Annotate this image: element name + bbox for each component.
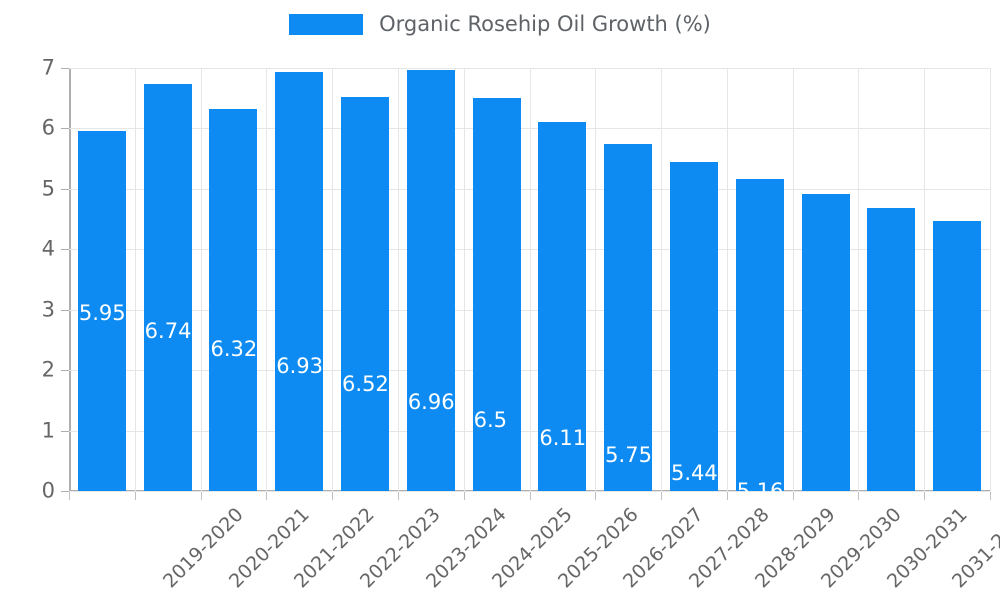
legend-label-organic-rosehip-oil-growth: Organic Rosehip Oil Growth (%) [379, 12, 711, 36]
bar-value-label: 6.74 [144, 318, 192, 343]
bar[interactable] [77, 131, 126, 491]
x-axis-tick-mark [69, 492, 70, 500]
bar[interactable] [933, 220, 982, 491]
gridline-vertical [661, 68, 663, 491]
y-axis-tick-label: 1 [41, 418, 55, 443]
bar-value-label: 5.44 [670, 461, 718, 486]
x-axis-tick-mark [595, 492, 597, 500]
gridline-vertical [397, 68, 399, 491]
bar[interactable] [604, 143, 653, 491]
bar-value-label: 6.52 [342, 372, 389, 397]
bar-value-label: 5.95 [78, 301, 126, 325]
y-axis-tick-label: 5 [41, 176, 55, 201]
bar[interactable] [341, 97, 390, 491]
x-axis-tick-mark [397, 492, 399, 500]
x-axis-tick-mark [990, 492, 991, 500]
x-axis-tick-mark [463, 492, 465, 500]
gridline-vertical [266, 68, 268, 491]
chart-legend: Organic Rosehip Oil Growth (%) [0, 14, 1000, 35]
y-axis-tick-label: 2 [41, 357, 55, 382]
y-axis-line [69, 68, 71, 492]
y-axis-tick-labels: 0 1 2 3 4 5 6 7 [0, 0, 55, 600]
x-axis-tick-mark [134, 492, 136, 500]
bar[interactable] [867, 208, 916, 491]
legend-swatch-organic-rosehip-oil-growth [289, 14, 364, 35]
gridline-vertical [726, 68, 728, 491]
x-axis-tick-mark [266, 492, 268, 500]
y-axis-tick-label: 7 [41, 55, 55, 80]
bar-value-label: 6.11 [539, 425, 587, 450]
y-axis-tick-label: 3 [41, 297, 55, 322]
gridline-vertical [792, 68, 794, 491]
gridline-vertical [332, 68, 334, 491]
gridline-vertical [858, 68, 860, 491]
bar-value-label: 5.16 [736, 479, 784, 503]
bar-value-label: 6.5 [473, 407, 507, 432]
y-axis-tick-mark [61, 68, 69, 69]
bar[interactable] [406, 70, 455, 491]
bar[interactable] [472, 98, 521, 491]
bar-value-label: 4.91 [802, 496, 850, 521]
bar[interactable] [275, 72, 324, 491]
gridline-vertical [595, 68, 597, 491]
y-axis-tick-mark [61, 188, 69, 190]
x-axis-tick-mark [726, 492, 728, 500]
bar-value-label: 4.68 [868, 514, 916, 539]
bar[interactable] [538, 121, 587, 491]
y-axis-tick-label: 4 [41, 236, 55, 261]
gridline-vertical [990, 68, 991, 491]
bar[interactable] [669, 162, 718, 491]
gridline-horizontal [69, 491, 990, 492]
bar[interactable] [143, 83, 192, 491]
gridline-vertical [134, 68, 136, 491]
x-axis-tick-mark [924, 492, 926, 500]
gridline-vertical [463, 68, 465, 491]
bar-value-label: 5.75 [605, 443, 652, 468]
bar-value-label: 6.96 [407, 390, 455, 414]
y-axis-tick-mark [61, 309, 69, 311]
bar[interactable] [801, 194, 850, 491]
bar[interactable] [735, 179, 784, 491]
bar[interactable] [209, 109, 258, 491]
gridline-vertical [529, 68, 531, 491]
gridline-vertical [924, 68, 926, 491]
x-axis-tick-mark [529, 492, 531, 500]
y-axis-tick-mark [61, 370, 69, 372]
bar-value-label: 4.47 [934, 532, 981, 557]
y-axis-tick-label: 0 [41, 478, 55, 503]
x-axis-tick-mark [792, 492, 794, 500]
plot-area: 5.95 6.74 6.32 6.93 6.52 6.96 6.5 6.11 5.75 5.44 5… [69, 68, 991, 555]
bar-value-label: 6.93 [276, 354, 324, 379]
y-axis-tick-mark [61, 249, 69, 251]
y-axis-tick-mark [61, 491, 69, 492]
y-axis-tick-label: 6 [41, 115, 55, 140]
bar-value-label: 6.32 [210, 336, 258, 361]
x-axis-tick-mark [200, 492, 202, 500]
x-axis-tick-mark [858, 492, 860, 500]
y-axis-tick-mark [61, 128, 69, 130]
x-axis-tick-mark [661, 492, 663, 500]
gridline-vertical [200, 68, 202, 491]
y-axis-tick-mark [61, 430, 69, 432]
x-axis-tick-mark [332, 492, 334, 500]
